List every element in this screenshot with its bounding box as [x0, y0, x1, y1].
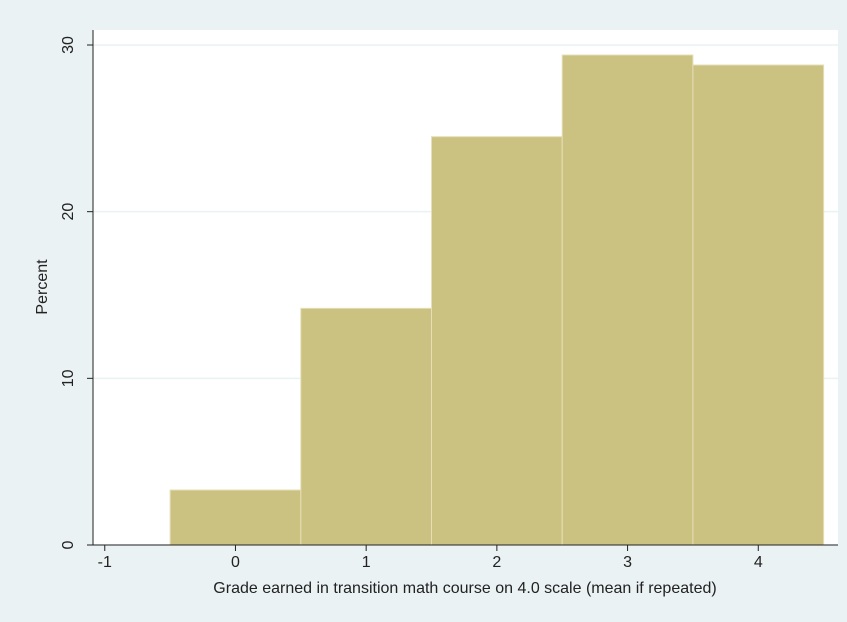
- y-tick-label: 20: [60, 203, 77, 221]
- bar: [692, 64, 825, 546]
- x-tick-label: 3: [623, 554, 632, 571]
- bar: [300, 307, 433, 546]
- x-tick-label: 1: [362, 554, 371, 571]
- x-tick-label: 2: [492, 554, 501, 571]
- y-tick-label: 30: [60, 36, 77, 54]
- x-tick-label: 4: [754, 554, 763, 571]
- y-tick-label: 0: [60, 540, 77, 549]
- y-tick-label: 10: [60, 369, 77, 387]
- x-tick-label: 0: [231, 554, 240, 571]
- bar: [561, 54, 694, 546]
- bar: [431, 136, 563, 546]
- bar: [169, 489, 302, 546]
- x-axis-label: Grade earned in transition math course o…: [213, 580, 716, 597]
- x-tick-label: -1: [98, 554, 112, 571]
- y-axis-label: Percent: [34, 259, 51, 315]
